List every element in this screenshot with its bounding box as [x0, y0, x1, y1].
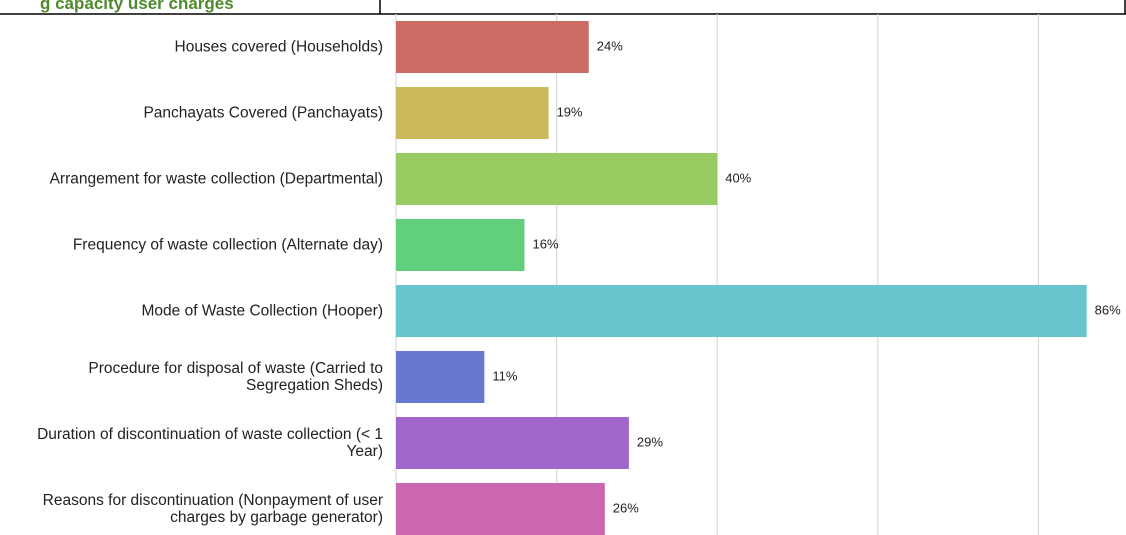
y-tick-label: Arrangement for waste collection (Depart… [49, 170, 383, 188]
y-tick-label: Reasons for discontinuation (Nonpayment … [42, 492, 383, 526]
bar [396, 219, 525, 271]
value-label: 24% [597, 38, 623, 53]
bar [396, 87, 549, 139]
bar [396, 21, 589, 73]
y-tick-label: Houses covered (Households) [174, 38, 384, 56]
bar [396, 483, 605, 535]
bar [396, 153, 718, 205]
y-tick-label: Procedure for disposal of waste (Carried… [88, 360, 383, 394]
value-label: 19% [557, 104, 583, 119]
value-label: 11% [492, 368, 517, 383]
bar [396, 417, 629, 469]
y-tick-label: Mode of Waste Collection (Hooper) [141, 302, 384, 320]
y-tick-label: Panchayats Covered (Panchayats) [143, 104, 383, 122]
value-label: 29% [637, 434, 663, 449]
value-label: 40% [725, 170, 751, 185]
value-label: 26% [613, 500, 639, 515]
bar [396, 285, 1087, 337]
y-tick-label: Frequency of waste collection (Alternate… [72, 236, 383, 254]
y-tick-label: Duration of discontinuation of waste col… [37, 426, 383, 460]
value-label: 16% [532, 236, 558, 251]
value-label: 86% [1095, 302, 1121, 317]
bar [396, 351, 485, 403]
chart-title: g capacity user charges [40, 0, 234, 13]
